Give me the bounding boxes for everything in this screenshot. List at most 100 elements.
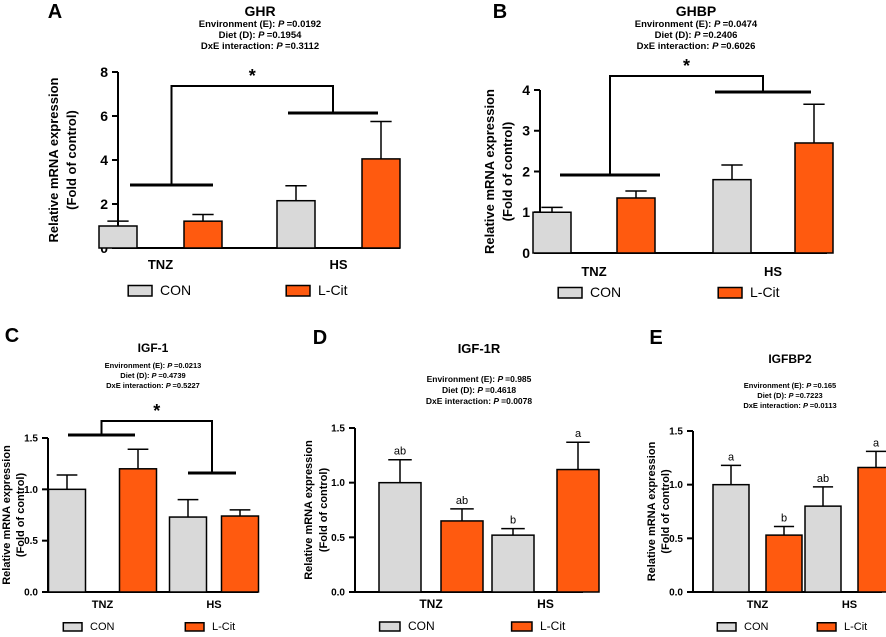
panel-b-legend-swatch-lcit (717, 286, 743, 299)
panel-c-stats-line: DxE interaction: P =0.5227 (106, 381, 200, 390)
panel-b-stats-line: Environment (E): P =0.0474 (635, 19, 758, 30)
panel-b-y-label: Relative mRNA expression (482, 89, 497, 254)
panel-a-bar-lcit-tnz (183, 220, 223, 249)
panel-c-bar-lcit-hs (220, 515, 260, 593)
panel-c-y-label-sub: (Fold of control) (15, 473, 27, 558)
panel-e-sig-letter: a (728, 451, 735, 463)
panel-e-stats-line: Diet (D): P =0.7223 (757, 391, 822, 400)
panel-b-x-category: TNZ (581, 264, 606, 279)
panel-e-y-tick-label: 1.0 (669, 480, 683, 491)
panel-a-stats-line: Diet (D): P =0.1954 (219, 30, 303, 41)
panel-e-x-category: TNZ (747, 599, 769, 611)
panel-e-letter: E (649, 327, 662, 349)
panel-b-title: GHBP (676, 3, 716, 19)
panel-c-y-label: Relative mRNA expression (1, 445, 13, 585)
panel-b-letter: B (493, 1, 507, 23)
panel-a-bar-con-tnz (98, 225, 138, 249)
panel-c-legend-label-con: CON (90, 621, 115, 633)
panel-d-sig-letter: ab (394, 446, 406, 458)
panel-a-y-tick-label: 4 (100, 152, 108, 168)
panel-c-x-category: TNZ (92, 599, 114, 611)
panel-b-y-tick-label: 1 (522, 204, 530, 220)
panel-a-stats-line: Environment (E): P =0.0192 (199, 19, 321, 30)
panel-a-title: GHR (244, 3, 275, 19)
panel-c-title: IGF-1 (138, 341, 169, 355)
panel-c-bar-con-hs (168, 516, 208, 593)
panel-e-bar-con-hs (804, 505, 842, 593)
panel-d-legend-label-lcit: L-Cit (540, 619, 566, 633)
panel-d-y-label-sub: (Fold of control) (318, 468, 330, 553)
panel-c-x-category: HS (206, 599, 221, 611)
panel-d-x-category: TNZ (419, 597, 442, 611)
panel-d-stats-line: Diet (D): P =0.4618 (442, 385, 516, 395)
panel-d-y-tick-label: 0.5 (331, 533, 345, 544)
panel-e-y-tick-label: 0.0 (669, 588, 683, 599)
panel-d-stats-line: Environment (E): P =0.985 (427, 374, 532, 384)
panel-d-sig-letter: a (575, 428, 582, 440)
panel-a-bar-lcit-hs (361, 158, 401, 249)
panel-b-stats-line: Diet (D): P =0.2406 (655, 30, 738, 41)
panel-b-legend-swatch-con (557, 286, 583, 299)
panel-d-legend-label-con: CON (408, 619, 435, 633)
panel-a-y-label: Relative mRNA expression (46, 77, 61, 242)
panel-e-y-label-sub: (Fold of control) (660, 469, 672, 554)
panel-d-legend-swatch-lcit (510, 621, 533, 632)
panel-c-y-tick-label: 0.5 (24, 536, 38, 547)
panel-c-letter: C (5, 325, 19, 347)
panel-d-letter: D (313, 327, 327, 349)
panel-a-x-category: HS (329, 257, 347, 272)
panel-a-legend-swatch-con (127, 284, 153, 297)
panel-b-y-tick-label: 4 (522, 82, 530, 98)
panel-c-y-tick-label: 0.0 (24, 588, 38, 599)
panel-d-x-category: HS (537, 597, 554, 611)
panel-e-y-tick-label: 1.5 (669, 427, 683, 438)
panel-b-bar-lcit-tnz (616, 197, 656, 254)
panel-d-y-tick-label: 1.0 (331, 478, 345, 489)
panel-b-legend-label-lcit: L-Cit (750, 284, 780, 300)
panel-c-y-tick-label: 1.0 (24, 485, 38, 496)
panel-b-y-label-sub: (Fold of control) (500, 122, 515, 222)
panel-c-bracket-connector (100, 420, 213, 473)
panel-d-stats-line: DxE interaction: P =0.0078 (426, 396, 533, 406)
panel-a-letter: A (48, 1, 62, 23)
panel-e-bar-con-tnz (712, 483, 750, 593)
panel-a-stats-line: DxE interaction: P =0.3112 (201, 41, 319, 52)
panel-a-legend-label-con: CON (160, 282, 191, 298)
panel-e-stats-line: Environment (E): P =0.165 (744, 381, 836, 390)
panel-b-y-tick-label: 3 (522, 123, 530, 139)
panel-c-stats-line: Diet (D): P =0.4739 (120, 371, 185, 380)
panel-c-legend-label-lcit: L-Cit (212, 621, 235, 633)
panel-b-significance-star: * (683, 56, 690, 76)
panel-c-bar-con-tnz (47, 488, 87, 593)
panel-a-significance-star: * (249, 66, 256, 86)
panel-e-legend-label-lcit: L-Cit (844, 621, 867, 633)
panel-b-legend-label-con: CON (590, 284, 621, 300)
panel-d-y-tick-label: 0.0 (331, 588, 345, 599)
panel-a-y-tick-label: 2 (100, 196, 108, 212)
panel-d-legend-swatch-con (378, 621, 401, 632)
panel-d-sig-letter: b (510, 515, 516, 527)
panel-d-y-label: Relative mRNA expression (303, 440, 315, 580)
panel-c-legend-swatch-con (62, 622, 83, 632)
panel-e-sig-letter: ab (817, 473, 829, 485)
panel-e-legend-swatch-lcit (816, 622, 837, 632)
panel-e-title: IGFBP2 (768, 352, 812, 366)
panel-b-x-category: HS (764, 264, 782, 279)
panel-b-bracket-connector (609, 75, 764, 175)
panel-a-bar-con-hs (276, 199, 316, 249)
panel-d-y-tick-label: 1.5 (331, 424, 345, 435)
panel-e-stats-line: DxE interaction: P =0.0113 (743, 401, 836, 410)
panel-a-legend-label-lcit: L-Cit (318, 282, 348, 298)
panel-e-sig-letter: a (873, 437, 880, 449)
panel-a-legend-swatch-lcit (285, 284, 311, 297)
panel-e-bar-lcit-tnz (765, 534, 803, 593)
panel-a-y-label-sub: (Fold of control) (64, 110, 79, 210)
panel-e-legend-swatch-con (716, 622, 737, 632)
panel-c-legend-swatch-lcit (184, 622, 205, 632)
panel-b-stats-line: DxE interaction: P =0.6026 (637, 41, 756, 52)
panel-c-y-tick-label: 1.5 (24, 434, 38, 445)
panel-d-bar-lcit-tnz (440, 520, 484, 593)
panel-c-stats-line: Environment (E): P =0.0213 (105, 361, 202, 370)
panel-c-bar-lcit-tnz (118, 468, 158, 593)
panel-a-x-category: TNZ (148, 257, 173, 272)
